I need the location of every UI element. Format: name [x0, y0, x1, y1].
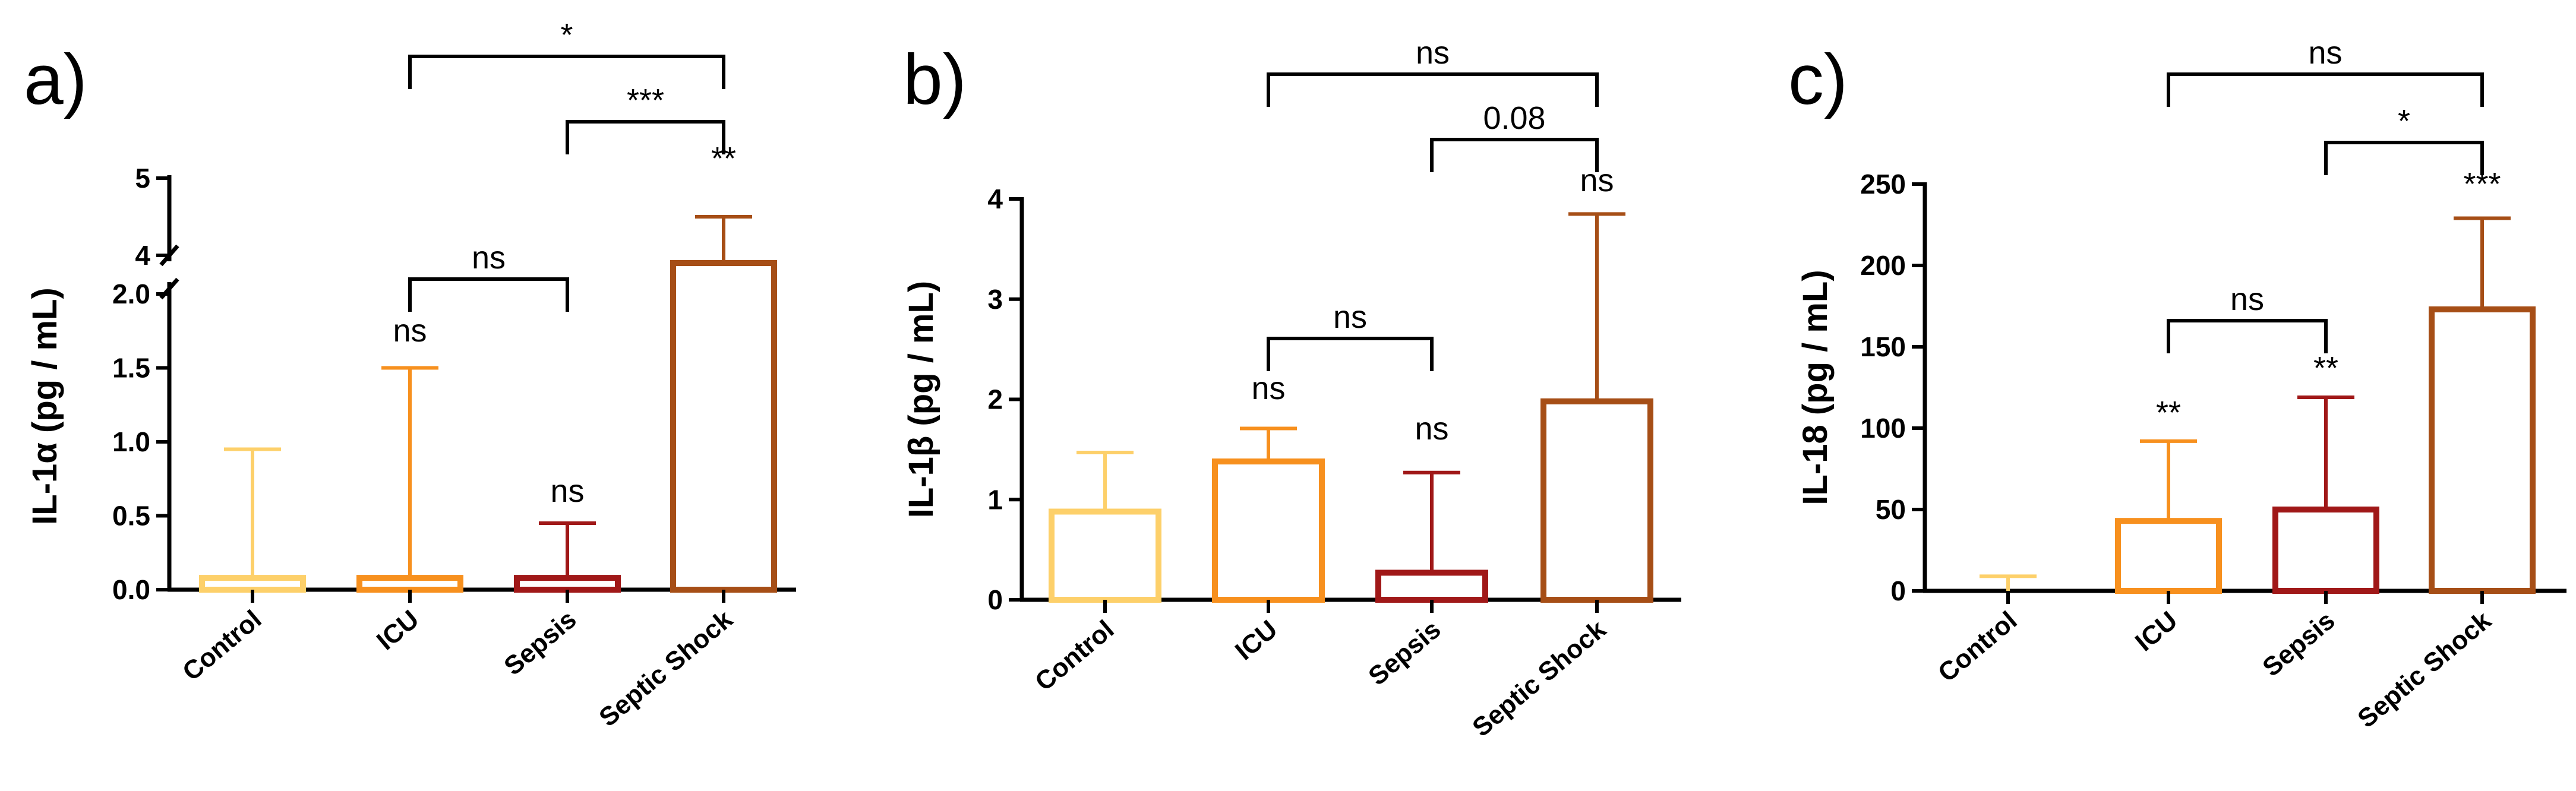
bar-icu	[2115, 518, 2222, 594]
x-tick-label: ICU	[2130, 606, 2183, 657]
x-tick-label: Sepsis	[1363, 615, 1446, 691]
panel-label: a)	[24, 40, 87, 119]
comparison-bracket	[2324, 141, 2484, 175]
bracket-label: *	[2398, 103, 2410, 139]
tick-label: 1.0	[112, 426, 150, 457]
comparison-bracket	[2167, 72, 2484, 107]
x-tick-label: Septic Shock	[1467, 615, 1612, 742]
significance-label: ns	[1251, 371, 1285, 406]
bracket-label: ns	[1416, 35, 1450, 71]
tick-label: 2.0	[112, 279, 150, 309]
tick-label: 50	[1876, 494, 1906, 525]
bar-septic-shock	[1540, 398, 1653, 603]
x-tick-label: Control	[1933, 606, 2022, 688]
bracket-label: ns	[2308, 35, 2342, 71]
y-axis-title-suffix: (pg / mL)	[1796, 270, 1835, 425]
tick-label: 2	[987, 384, 1003, 415]
bracket-label: ns	[1333, 299, 1367, 335]
bracket-label: ***	[627, 83, 664, 118]
bracket-label: ns	[2230, 281, 2264, 317]
tick-label: 0.0	[112, 574, 150, 605]
x-tick-label: Sepsis	[498, 605, 582, 681]
bar-septic-shock	[670, 260, 777, 593]
tick-label: 0	[1890, 575, 1906, 606]
bar-sepsis	[2272, 507, 2379, 594]
bar-control	[1049, 508, 1161, 603]
tick-label: 1	[987, 484, 1003, 515]
panel-2: b) IL-1β (pg / mL) 0 1 2 3 4 Control ICU Sepsis Se…	[902, 35, 1681, 742]
significance-label: **	[2156, 395, 2181, 431]
tick-label: 1.5	[112, 353, 150, 384]
tick-label: 100	[1860, 413, 1906, 444]
significance-label: ns	[393, 313, 427, 349]
y-axis-title-prefix: IL-18	[1796, 425, 1835, 505]
comparison-bracket	[1267, 72, 1599, 107]
tick-label: 5	[135, 163, 150, 194]
bracket-label: 0.08	[1483, 100, 1545, 136]
y-axis-title-prefix: IL-1	[26, 464, 64, 525]
bar-control	[199, 575, 306, 593]
bar-sepsis	[1375, 569, 1488, 603]
comparison-bracket	[1430, 138, 1599, 172]
bracket-label: *	[560, 17, 573, 53]
bar-septic-shock	[2429, 306, 2536, 594]
y-axis-title-greek: β	[902, 436, 940, 457]
panel-3: c) IL-18 (pg / mL) 0 50 100 150 200 250 Control I…	[1788, 35, 2566, 733]
y-axis-title: IL-1α (pg / mL)	[26, 287, 64, 525]
x-tick-label: ICU	[1230, 615, 1283, 666]
significance-label: ns	[550, 473, 584, 509]
y-axis-title: IL-1β (pg / mL)	[902, 281, 940, 518]
comparison-bracket	[408, 55, 725, 89]
panel-1: a) IL-1α (pg / mL) 0.0 0.5 1.0 1.5 2.0 4 5 Contro…	[24, 17, 796, 732]
tick-label: 4	[135, 240, 150, 271]
axes	[159, 175, 796, 592]
y-axis-title-greek: α	[26, 442, 64, 464]
tick-label: 250	[1860, 169, 1906, 200]
bar-sepsis	[514, 575, 621, 593]
tick-label: 0	[987, 584, 1003, 615]
x-tick-label: Control	[177, 605, 267, 686]
comparison-bracket	[2167, 319, 2328, 353]
significance-label: **	[2313, 350, 2338, 386]
y-axis-title-suffix: (pg / mL)	[902, 281, 940, 436]
y-axis-title: IL-18 (pg / mL)	[1796, 270, 1835, 505]
x-tick-label: Septic Shock	[594, 605, 738, 732]
x-tick-label: ICU	[371, 605, 425, 656]
tick-label: 3	[987, 284, 1003, 315]
tick-label: 150	[1860, 331, 1906, 362]
bar-icu	[1212, 458, 1325, 603]
x-tick-label: Control	[1030, 615, 1119, 697]
comparison-bracket	[566, 120, 725, 154]
tick-label: 200	[1860, 250, 1906, 281]
y-axis-title-prefix: IL-1	[902, 457, 940, 518]
axes	[1922, 182, 2566, 593]
tick-label: 4	[987, 183, 1003, 214]
x-tick-label: Septic Shock	[2352, 606, 2497, 733]
tick-label: 0.5	[112, 501, 150, 531]
x-tick-label: Sepsis	[2257, 606, 2340, 682]
significance-label: ns	[1415, 411, 1448, 447]
panel-label: b)	[903, 40, 967, 119]
y-axis-title-suffix: (pg / mL)	[26, 287, 64, 442]
comparison-bracket	[408, 277, 569, 312]
bracket-label: ns	[472, 240, 506, 276]
panel-label: c)	[1788, 40, 1848, 119]
bar-icu	[356, 575, 463, 593]
comparison-bracket	[1267, 337, 1434, 371]
